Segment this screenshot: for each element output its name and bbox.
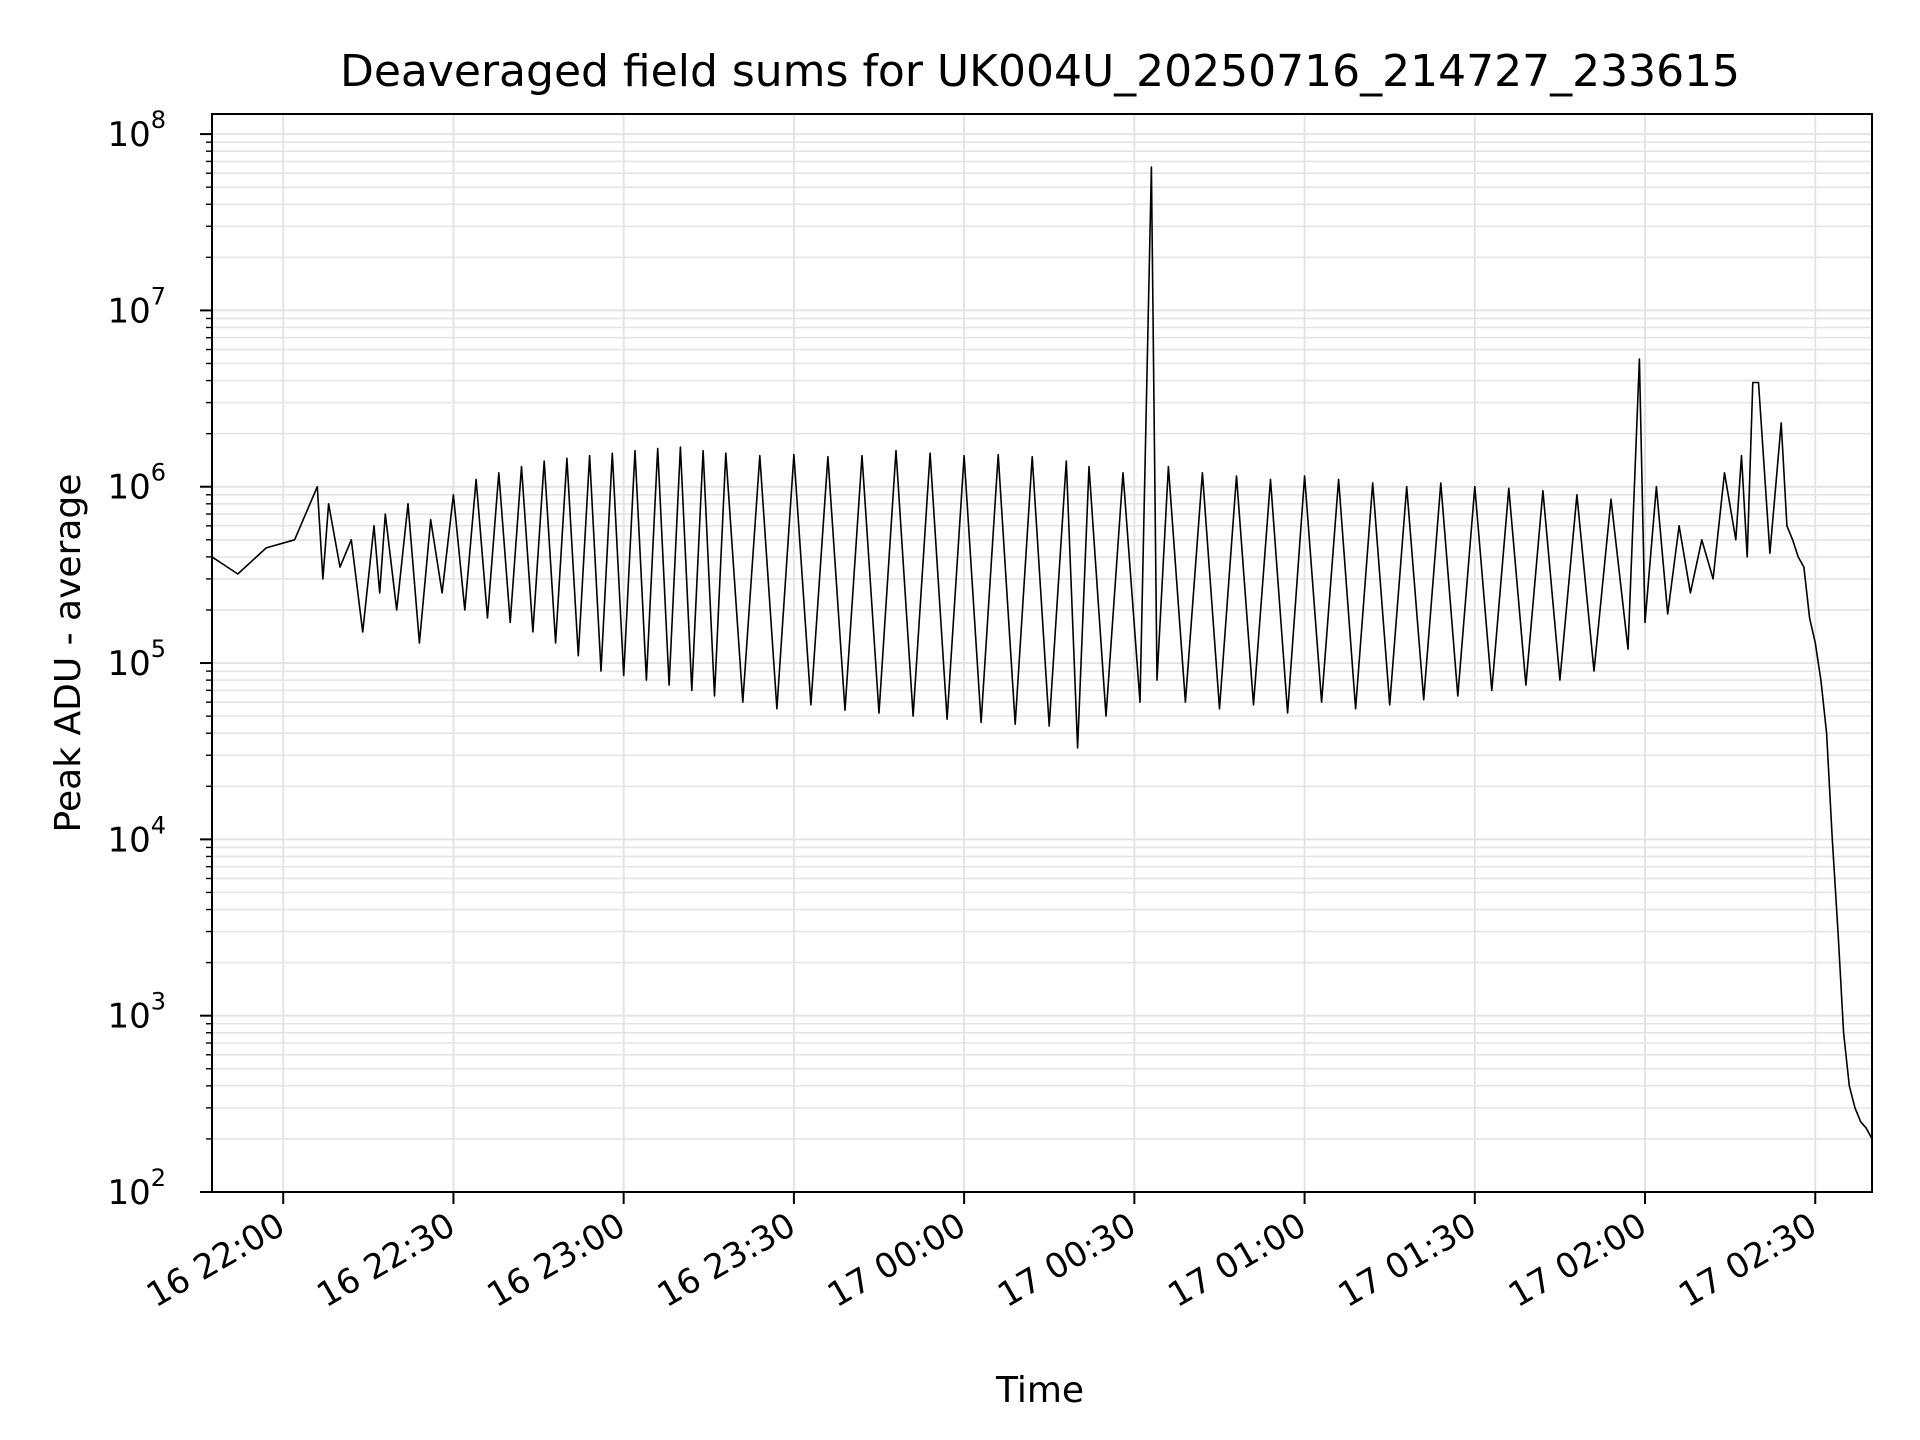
y-tick-label: 105 xyxy=(107,635,166,684)
chart-title: Deaveraged field sums for UK004U_2025071… xyxy=(340,46,1740,97)
x-tick-label: 16 23:30 xyxy=(651,1205,803,1316)
x-tick-label: 17 01:00 xyxy=(1161,1205,1313,1316)
x-axis: 16 22:00 16 22:30 16 23:00 16 23:30 17 00:00… xyxy=(140,1192,1824,1316)
x-tick-label: 17 02:30 xyxy=(1672,1205,1824,1316)
grid-lines xyxy=(212,114,1872,1193)
x-tick-label: 17 00:00 xyxy=(821,1205,973,1316)
x-tick-label: 17 01:30 xyxy=(1332,1205,1484,1316)
series-line xyxy=(211,166,1873,1140)
x-tick-label: 17 00:30 xyxy=(991,1205,1143,1316)
y-tick-label: 103 xyxy=(107,988,166,1037)
x-tick-label: 16 22:00 xyxy=(140,1205,292,1316)
y-tick-label: 108 xyxy=(107,106,166,155)
y-tick-label: 102 xyxy=(107,1164,166,1213)
y-tick-label: 104 xyxy=(107,811,166,860)
x-tick-label: 17 02:00 xyxy=(1502,1205,1654,1316)
y-tick-label: 106 xyxy=(107,459,166,508)
x-tick-label: 16 23:00 xyxy=(480,1205,632,1316)
x-tick-label: 16 22:30 xyxy=(310,1205,462,1316)
y-tick-label: 107 xyxy=(107,282,166,331)
x-axis-label: Time xyxy=(995,1370,1084,1411)
y-axis-label: Peak ADU - average xyxy=(48,474,89,833)
y-axis: 102 103 104 105 106 107 108 xyxy=(107,106,212,1213)
plot-frame xyxy=(211,113,1873,1193)
